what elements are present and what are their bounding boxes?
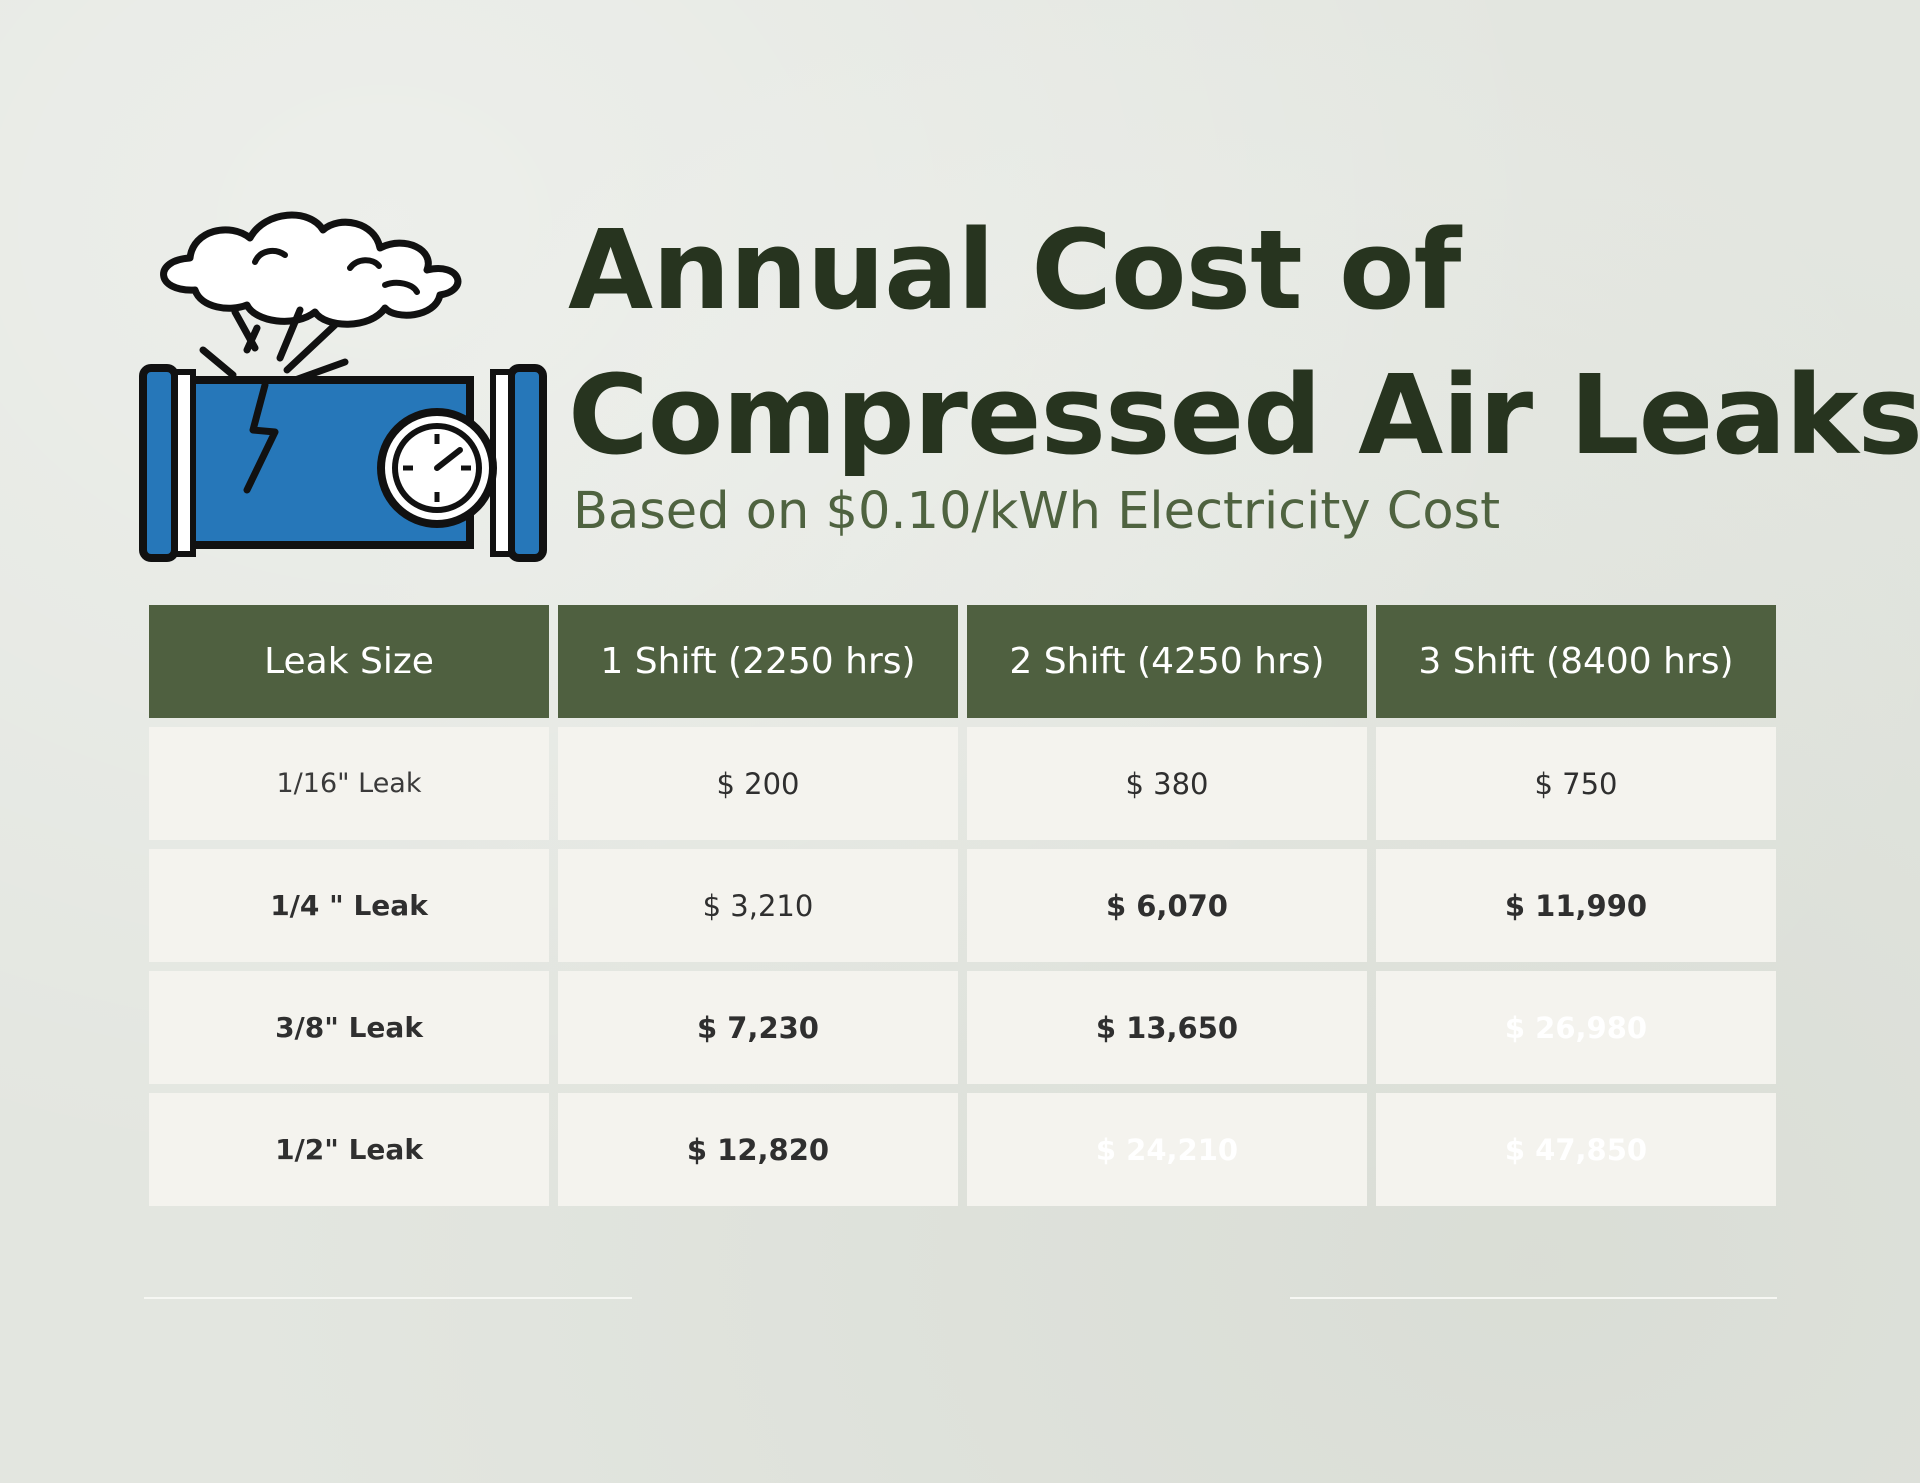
- table-row: 3/8" Leak $ 7,230 $ 13,650 $ 26,980: [149, 971, 1776, 1084]
- leak-burst-icon: [199, 306, 349, 384]
- row-label: 1/2" Leak: [149, 1093, 549, 1206]
- footer-divider-right: [1290, 1297, 1777, 1299]
- steam-cloud-icon: [160, 211, 462, 328]
- subtitle: Based on $0.10/kWh Electricity Cost: [573, 482, 1501, 541]
- table-cell: $ 6,070: [967, 849, 1367, 962]
- row-label: 1/4 " Leak: [149, 849, 549, 962]
- column-header-1-shift: 1 Shift (2250 hrs): [558, 605, 958, 718]
- crack-icon: [243, 381, 279, 494]
- table-cell: $ 200: [558, 727, 958, 840]
- table-cell: $ 13,650: [967, 971, 1367, 1084]
- leaking-pipe-icon: [139, 211, 547, 562]
- row-label: 3/8" Leak: [149, 971, 549, 1084]
- column-header-leak-size: Leak Size: [149, 605, 549, 718]
- column-header-3-shift: 3 Shift (8400 hrs): [1376, 605, 1776, 718]
- row-label: 1/16" Leak: [149, 727, 549, 840]
- page-title: Annual Cost of Compressed Air Leaks: [568, 198, 1920, 488]
- column-header-2-shift: 2 Shift (4250 hrs): [967, 605, 1367, 718]
- pressure-gauge-icon: [377, 408, 497, 528]
- footer-divider-left: [144, 1297, 632, 1299]
- table-row: 1/2" Leak $ 12,820 $ 24,210 $ 47,850: [149, 1093, 1776, 1206]
- table-cell: $ 47,850: [1376, 1093, 1776, 1206]
- table-cell: $ 26,980: [1376, 971, 1776, 1084]
- table-row: 1/16" Leak $ 200 $ 380 $ 750: [149, 727, 1776, 840]
- table-cell: $ 380: [967, 727, 1367, 840]
- table-cell: $ 750: [1376, 727, 1776, 840]
- table-header-row: Leak Size 1 Shift (2250 hrs) 2 Shift (42…: [149, 605, 1776, 718]
- title-line-2: Compressed Air Leaks: [568, 351, 1920, 479]
- table-cell: $ 12,820: [558, 1093, 958, 1206]
- cost-table: Leak Size 1 Shift (2250 hrs) 2 Shift (42…: [140, 596, 1785, 1215]
- table-row: 1/4 " Leak $ 3,210 $ 6,070 $ 11,990: [149, 849, 1776, 962]
- table-cell: $ 7,230: [558, 971, 958, 1084]
- table-cell: $ 3,210: [558, 849, 958, 962]
- title-line-1: Annual Cost of: [568, 206, 1461, 334]
- table-cell: $ 24,210: [967, 1093, 1367, 1206]
- table-cell: $ 11,990: [1376, 849, 1776, 962]
